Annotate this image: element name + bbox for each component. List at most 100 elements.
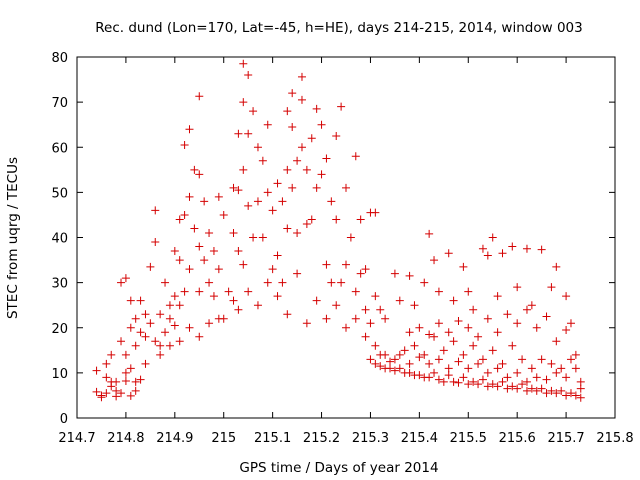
data-point [513, 283, 522, 292]
data-point [552, 368, 561, 377]
data-point [483, 382, 492, 391]
data-point [459, 350, 468, 359]
data-point [547, 359, 556, 368]
data-point [297, 72, 306, 81]
data-point [557, 386, 566, 395]
data-point [126, 323, 135, 332]
data-point [312, 104, 321, 113]
data-point [386, 357, 395, 366]
data-point [361, 265, 370, 274]
data-point [263, 278, 272, 287]
data-point [410, 341, 419, 350]
y-axis-label: STEC from uqrg / TECUs [5, 157, 21, 319]
data-point [493, 364, 502, 373]
data-point [302, 165, 311, 174]
x-tick-label: 215.7 [547, 431, 584, 446]
data-point [478, 375, 487, 384]
data-point [478, 244, 487, 253]
data-point [195, 332, 204, 341]
x-tick-label: 214.9 [156, 431, 193, 446]
data-point [376, 362, 385, 371]
data-point [576, 393, 585, 402]
data-point [522, 305, 531, 314]
data-point [92, 387, 101, 396]
data-point [185, 265, 194, 274]
data-point [488, 233, 497, 242]
data-point [117, 337, 126, 346]
data-point [434, 319, 443, 328]
data-point [332, 301, 341, 310]
data-point [288, 89, 297, 98]
data-point [351, 287, 360, 296]
data-point [508, 341, 517, 350]
data-point [317, 170, 326, 179]
data-point [513, 384, 522, 393]
data-point [488, 380, 497, 389]
data-point [283, 224, 292, 233]
data-point [136, 375, 145, 384]
data-point [293, 269, 302, 278]
x-tick-label: 215.2 [303, 431, 340, 446]
data-point [381, 314, 390, 323]
data-point [263, 120, 272, 129]
data-point [527, 301, 536, 310]
data-point [102, 389, 111, 398]
data-point [185, 323, 194, 332]
y-tick-label: 20 [51, 322, 68, 337]
data-point [200, 197, 209, 206]
x-tick-label: 215 [211, 431, 236, 446]
data-point [156, 341, 165, 350]
data-point [522, 377, 531, 386]
data-point [102, 373, 111, 382]
data-point [234, 305, 243, 314]
data-point [253, 301, 262, 310]
data-point [395, 350, 404, 359]
data-point [327, 278, 336, 287]
data-point [209, 292, 218, 301]
data-point [532, 386, 541, 395]
data-point [415, 323, 424, 332]
data-point [371, 292, 380, 301]
data-point [121, 350, 130, 359]
data-point [503, 384, 512, 393]
data-point [562, 373, 571, 382]
data-point [483, 251, 492, 260]
data-point [322, 154, 331, 163]
data-point [244, 287, 253, 296]
data-point [562, 391, 571, 400]
y-axis-ticks: 0 10 20 30 40 50 60 70 80 [51, 51, 615, 427]
data-point [239, 260, 248, 269]
data-point [454, 357, 463, 366]
data-point [425, 359, 434, 368]
data-point [307, 215, 316, 224]
data-point [273, 292, 282, 301]
data-point [165, 314, 174, 323]
data-point [371, 359, 380, 368]
data-point [522, 386, 531, 395]
data-point [131, 386, 140, 395]
data-point [170, 292, 179, 301]
data-point [214, 265, 223, 274]
data-point [566, 355, 575, 364]
data-point [390, 355, 399, 364]
data-point [146, 262, 155, 271]
data-point [513, 319, 522, 328]
data-point [434, 355, 443, 364]
x-axis-label: GPS time / Days of year 2014 [239, 460, 438, 476]
data-point [288, 183, 297, 192]
data-point [415, 353, 424, 362]
data-point [224, 287, 233, 296]
data-point [297, 143, 306, 152]
data-point [117, 278, 126, 287]
data-point [205, 228, 214, 237]
data-point [532, 323, 541, 332]
data-point [444, 249, 453, 258]
data-point [288, 122, 297, 131]
data-point [297, 95, 306, 104]
data-point [92, 366, 101, 375]
y-tick-label: 80 [51, 51, 68, 66]
data-point [342, 323, 350, 332]
data-point [239, 98, 248, 107]
x-tick-label: 215.6 [499, 431, 536, 446]
